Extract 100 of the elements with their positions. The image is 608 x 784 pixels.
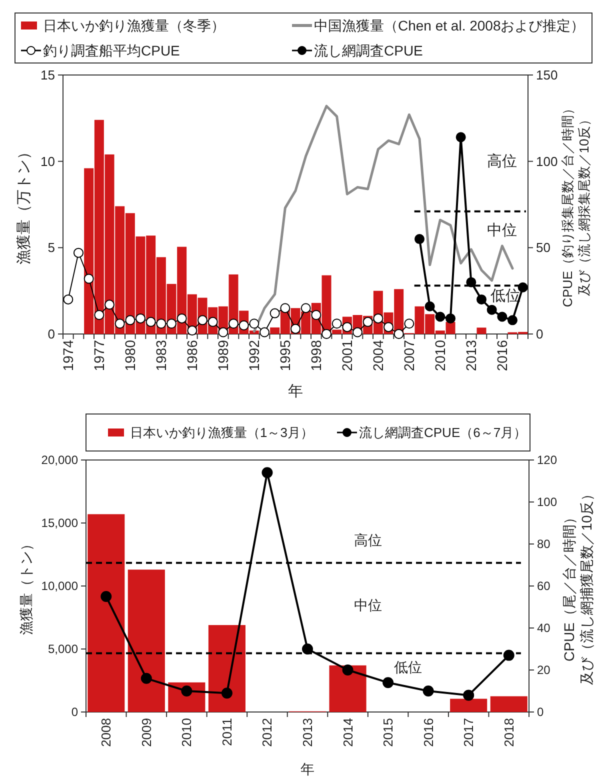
x-tick-label: 2014 <box>340 718 356 747</box>
point <box>63 294 74 304</box>
x-tick-label: 2004 <box>370 340 386 372</box>
y-tick-label: 20,000 <box>41 453 78 467</box>
bar <box>88 514 125 712</box>
point <box>373 313 384 324</box>
point <box>140 672 152 684</box>
x-tick-label: 2012 <box>260 718 275 747</box>
point <box>94 310 104 320</box>
x-tick-label: 2016 <box>494 340 510 372</box>
point <box>187 326 198 336</box>
point <box>238 320 249 330</box>
legend-label: 中国漁獲量（Chen et al. 2008および推定） <box>314 18 585 34</box>
point <box>156 318 166 329</box>
y2-tick-label: 100 <box>536 154 558 169</box>
annotation: 中位 <box>354 596 382 613</box>
annotation: 高位 <box>487 152 518 170</box>
point <box>508 315 518 326</box>
x-tick-label: 2013 <box>463 340 480 372</box>
point <box>100 591 112 602</box>
y2-tick-label: 50 <box>536 240 550 256</box>
point <box>414 234 424 244</box>
x-tick-label: 1995 <box>277 340 294 372</box>
point <box>435 312 446 322</box>
point <box>332 318 342 329</box>
y-tick-label: 10 <box>40 154 55 169</box>
point <box>497 312 508 322</box>
y2-tick-label: 40 <box>537 621 551 635</box>
bar <box>208 625 246 712</box>
annotation: 低位 <box>394 658 422 675</box>
point <box>476 294 486 304</box>
point <box>136 313 146 324</box>
x-tick-label: 2013 <box>300 718 315 747</box>
y2-tick-label: 150 <box>536 68 558 82</box>
y2-tick-label: 60 <box>537 579 551 593</box>
point <box>446 313 456 324</box>
point <box>166 318 176 329</box>
x-tick-label: 2010 <box>432 340 448 372</box>
point <box>208 316 218 327</box>
y-tick-label: 10,000 <box>41 579 78 593</box>
y2-axis-title: CPUE（尾／台／時間）及び（流し網捕獲尾数／10反） <box>561 487 594 685</box>
point <box>352 327 362 338</box>
point <box>290 324 300 334</box>
bar <box>490 696 528 712</box>
legend-label: 流し網調査CPUE（6～7月） <box>359 425 527 440</box>
point <box>463 690 474 701</box>
point <box>262 467 273 478</box>
point <box>394 329 404 339</box>
y2-tick-label: 100 <box>537 495 558 509</box>
y-tick-label: 15,000 <box>41 516 78 530</box>
x-tick-label: 2018 <box>501 718 516 747</box>
bar <box>450 698 488 712</box>
point <box>228 318 238 329</box>
point <box>74 248 84 258</box>
point <box>114 318 125 329</box>
y-tick-label: 5 <box>48 240 55 256</box>
point <box>300 303 311 314</box>
y2-tick-label: 0 <box>536 326 544 342</box>
y2-tick-label: 120 <box>537 453 558 467</box>
y-tick-label: 0 <box>71 705 78 719</box>
point <box>221 688 232 699</box>
x-tick-label: 1998 <box>308 340 324 372</box>
x-tick-label: 1980 <box>122 340 138 372</box>
x-tick-label: 2009 <box>138 718 154 747</box>
legend-label: 釣り調査船平均CPUE <box>43 42 180 58</box>
point <box>384 322 394 332</box>
x-tick-label: 1983 <box>153 340 170 372</box>
point <box>466 277 476 288</box>
x-tick-label: 1974 <box>60 340 76 372</box>
x-tick-label: 2011 <box>219 718 234 746</box>
bar <box>128 570 165 712</box>
x-tick-label: 2008 <box>98 718 114 747</box>
y2-tick-label: 0 <box>537 705 544 719</box>
point <box>424 301 435 312</box>
point <box>342 664 354 676</box>
point <box>270 308 280 318</box>
annotation: 高位 <box>354 532 382 548</box>
y-axis-title: 漁獲量（トン） <box>18 537 34 635</box>
y2-axis-title: CPUE（釣り採集尾数／台／時間）及び（流し網採集尾数／10反） <box>560 102 592 308</box>
x-tick-label: 2015 <box>380 718 396 747</box>
point <box>104 300 114 310</box>
annotation: 低位 <box>490 288 520 305</box>
point <box>503 650 514 661</box>
x-tick-label: 1992 <box>246 340 262 372</box>
point <box>84 274 94 284</box>
point <box>382 677 394 688</box>
bar <box>329 665 366 712</box>
x-tick-label: 2016 <box>420 718 436 747</box>
point <box>125 315 136 326</box>
y-tick-label: 0 <box>48 326 55 342</box>
x-tick-label: 1977 <box>91 340 108 372</box>
legend-label: 日本いか釣り漁獲量（1～3月） <box>130 425 314 440</box>
point <box>218 327 228 338</box>
point <box>322 329 332 339</box>
point <box>362 316 373 327</box>
point <box>146 316 156 327</box>
point <box>176 313 187 324</box>
y2-tick-label: 20 <box>537 663 551 677</box>
x-tick-label: 2007 <box>401 340 418 372</box>
legend-label: 日本いか釣り漁獲量（冬季） <box>43 18 225 34</box>
